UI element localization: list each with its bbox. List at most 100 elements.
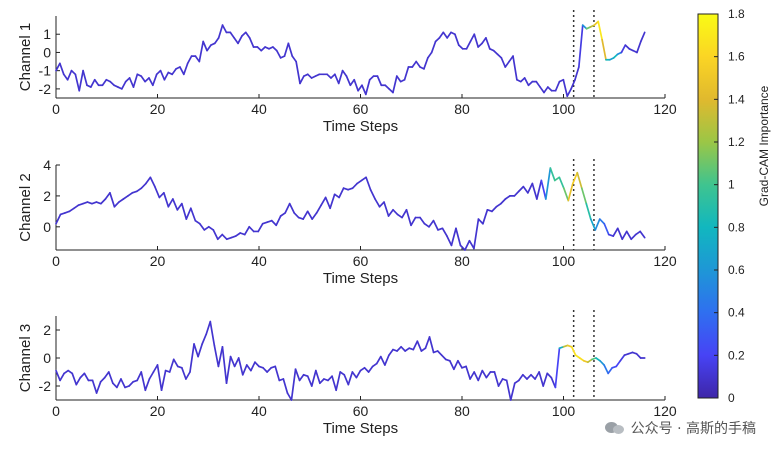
- series-segment: [136, 371, 143, 382]
- series-segment: [266, 366, 273, 373]
- series-segment: [171, 67, 177, 76]
- series-segment: [198, 222, 206, 231]
- series-segment: [179, 66, 185, 76]
- wechat-icon: [604, 420, 625, 436]
- series-segment: [122, 195, 129, 200]
- x-tick-label: 120: [653, 101, 677, 117]
- series-segment: [186, 55, 193, 65]
- series-segment: [376, 75, 383, 87]
- series-segment: [396, 213, 403, 219]
- series-segment: [140, 75, 146, 83]
- series-segment: [55, 213, 62, 225]
- series-segment: [159, 69, 166, 81]
- series-segment: [612, 53, 619, 59]
- x-tick-label: 20: [150, 101, 166, 117]
- series-segment: [570, 345, 577, 357]
- series-segment: [357, 84, 363, 92]
- series-segment: [351, 182, 358, 190]
- series-segment: [113, 201, 120, 208]
- series-segment: [203, 225, 210, 231]
- series-segment: [527, 182, 534, 194]
- x-tick-label: 40: [251, 253, 267, 269]
- series-segment: [554, 80, 561, 92]
- series-segment: [216, 233, 224, 241]
- series-segment: [387, 208, 394, 217]
- series-segment: [527, 80, 534, 87]
- series-segment: [315, 204, 322, 214]
- x-tick-label: 40: [251, 403, 267, 419]
- series-segment: [607, 366, 614, 375]
- x-tick-label: 20: [150, 253, 166, 269]
- series-segment: [83, 372, 90, 382]
- series-segment: [469, 371, 476, 380]
- series-segment: [473, 33, 480, 48]
- series-segment: [243, 225, 251, 236]
- series-segment: [491, 205, 498, 213]
- series-segment: [580, 187, 588, 205]
- series-segment: [485, 37, 491, 50]
- series-segment: [116, 378, 122, 389]
- series-segment: [182, 62, 189, 76]
- x-tick-label: 0: [52, 101, 60, 117]
- series-segment: [55, 369, 61, 382]
- series-segment: [107, 371, 114, 385]
- series-segment: [248, 225, 255, 233]
- series-segment: [364, 78, 371, 96]
- series-segment: [495, 202, 502, 208]
- series-segment: [513, 190, 520, 197]
- colorbar-tick-label: 1.4: [728, 92, 745, 106]
- series-segment: [78, 69, 84, 92]
- series-segment: [477, 369, 484, 382]
- series-segment: [585, 202, 592, 220]
- series-segment: [293, 212, 300, 219]
- x-axis-label: Time Steps: [323, 118, 398, 135]
- series-segment: [401, 208, 408, 219]
- series-segment: [405, 208, 412, 227]
- series-segment: [311, 212, 318, 220]
- x-tick-label: 100: [552, 403, 576, 419]
- series-segment: [630, 233, 637, 241]
- series-segment: [55, 62, 61, 72]
- series-segment: [299, 75, 305, 85]
- series-segment: [234, 232, 242, 237]
- series-segment: [441, 227, 448, 237]
- x-tick-label: 120: [653, 403, 677, 419]
- series-segment: [128, 380, 134, 387]
- series-segment: [66, 69, 73, 81]
- series-segment: [302, 210, 309, 220]
- series-segment: [446, 31, 452, 39]
- series-segment: [71, 372, 78, 386]
- series-segment: [530, 373, 536, 380]
- series-segment: [213, 344, 220, 368]
- series-segment: [500, 198, 507, 205]
- series-segment: [509, 382, 516, 401]
- series-segment: [539, 86, 545, 94]
- series-segment: [368, 75, 375, 81]
- watermark-text: 公众号 · 高斯的手稿: [630, 421, 756, 437]
- series-segment: [331, 375, 337, 392]
- series-segment: [363, 366, 370, 373]
- x-tick-label: 60: [353, 253, 369, 269]
- x-tick-label: 120: [653, 253, 677, 269]
- series-segment: [492, 49, 499, 56]
- y-tick-label: 0: [43, 219, 51, 235]
- x-tick-label: 0: [52, 403, 60, 419]
- y-tick-label: -1: [39, 63, 52, 79]
- series-segment: [221, 24, 228, 34]
- series-segment: [522, 185, 529, 194]
- series-segment: [154, 185, 161, 199]
- series-segment: [379, 355, 386, 366]
- series-segment: [481, 37, 487, 45]
- colorbar-tick-label: 0.2: [728, 348, 745, 362]
- series-segment: [432, 219, 439, 231]
- x-tick-label: 100: [552, 101, 576, 117]
- series-segment: [594, 218, 601, 231]
- series-line: [55, 167, 646, 251]
- series-line: [55, 20, 646, 98]
- y-tick-label: 0: [43, 44, 51, 60]
- x-tick-label: 100: [552, 253, 576, 269]
- series-segment: [295, 60, 301, 85]
- series-segment: [522, 373, 528, 380]
